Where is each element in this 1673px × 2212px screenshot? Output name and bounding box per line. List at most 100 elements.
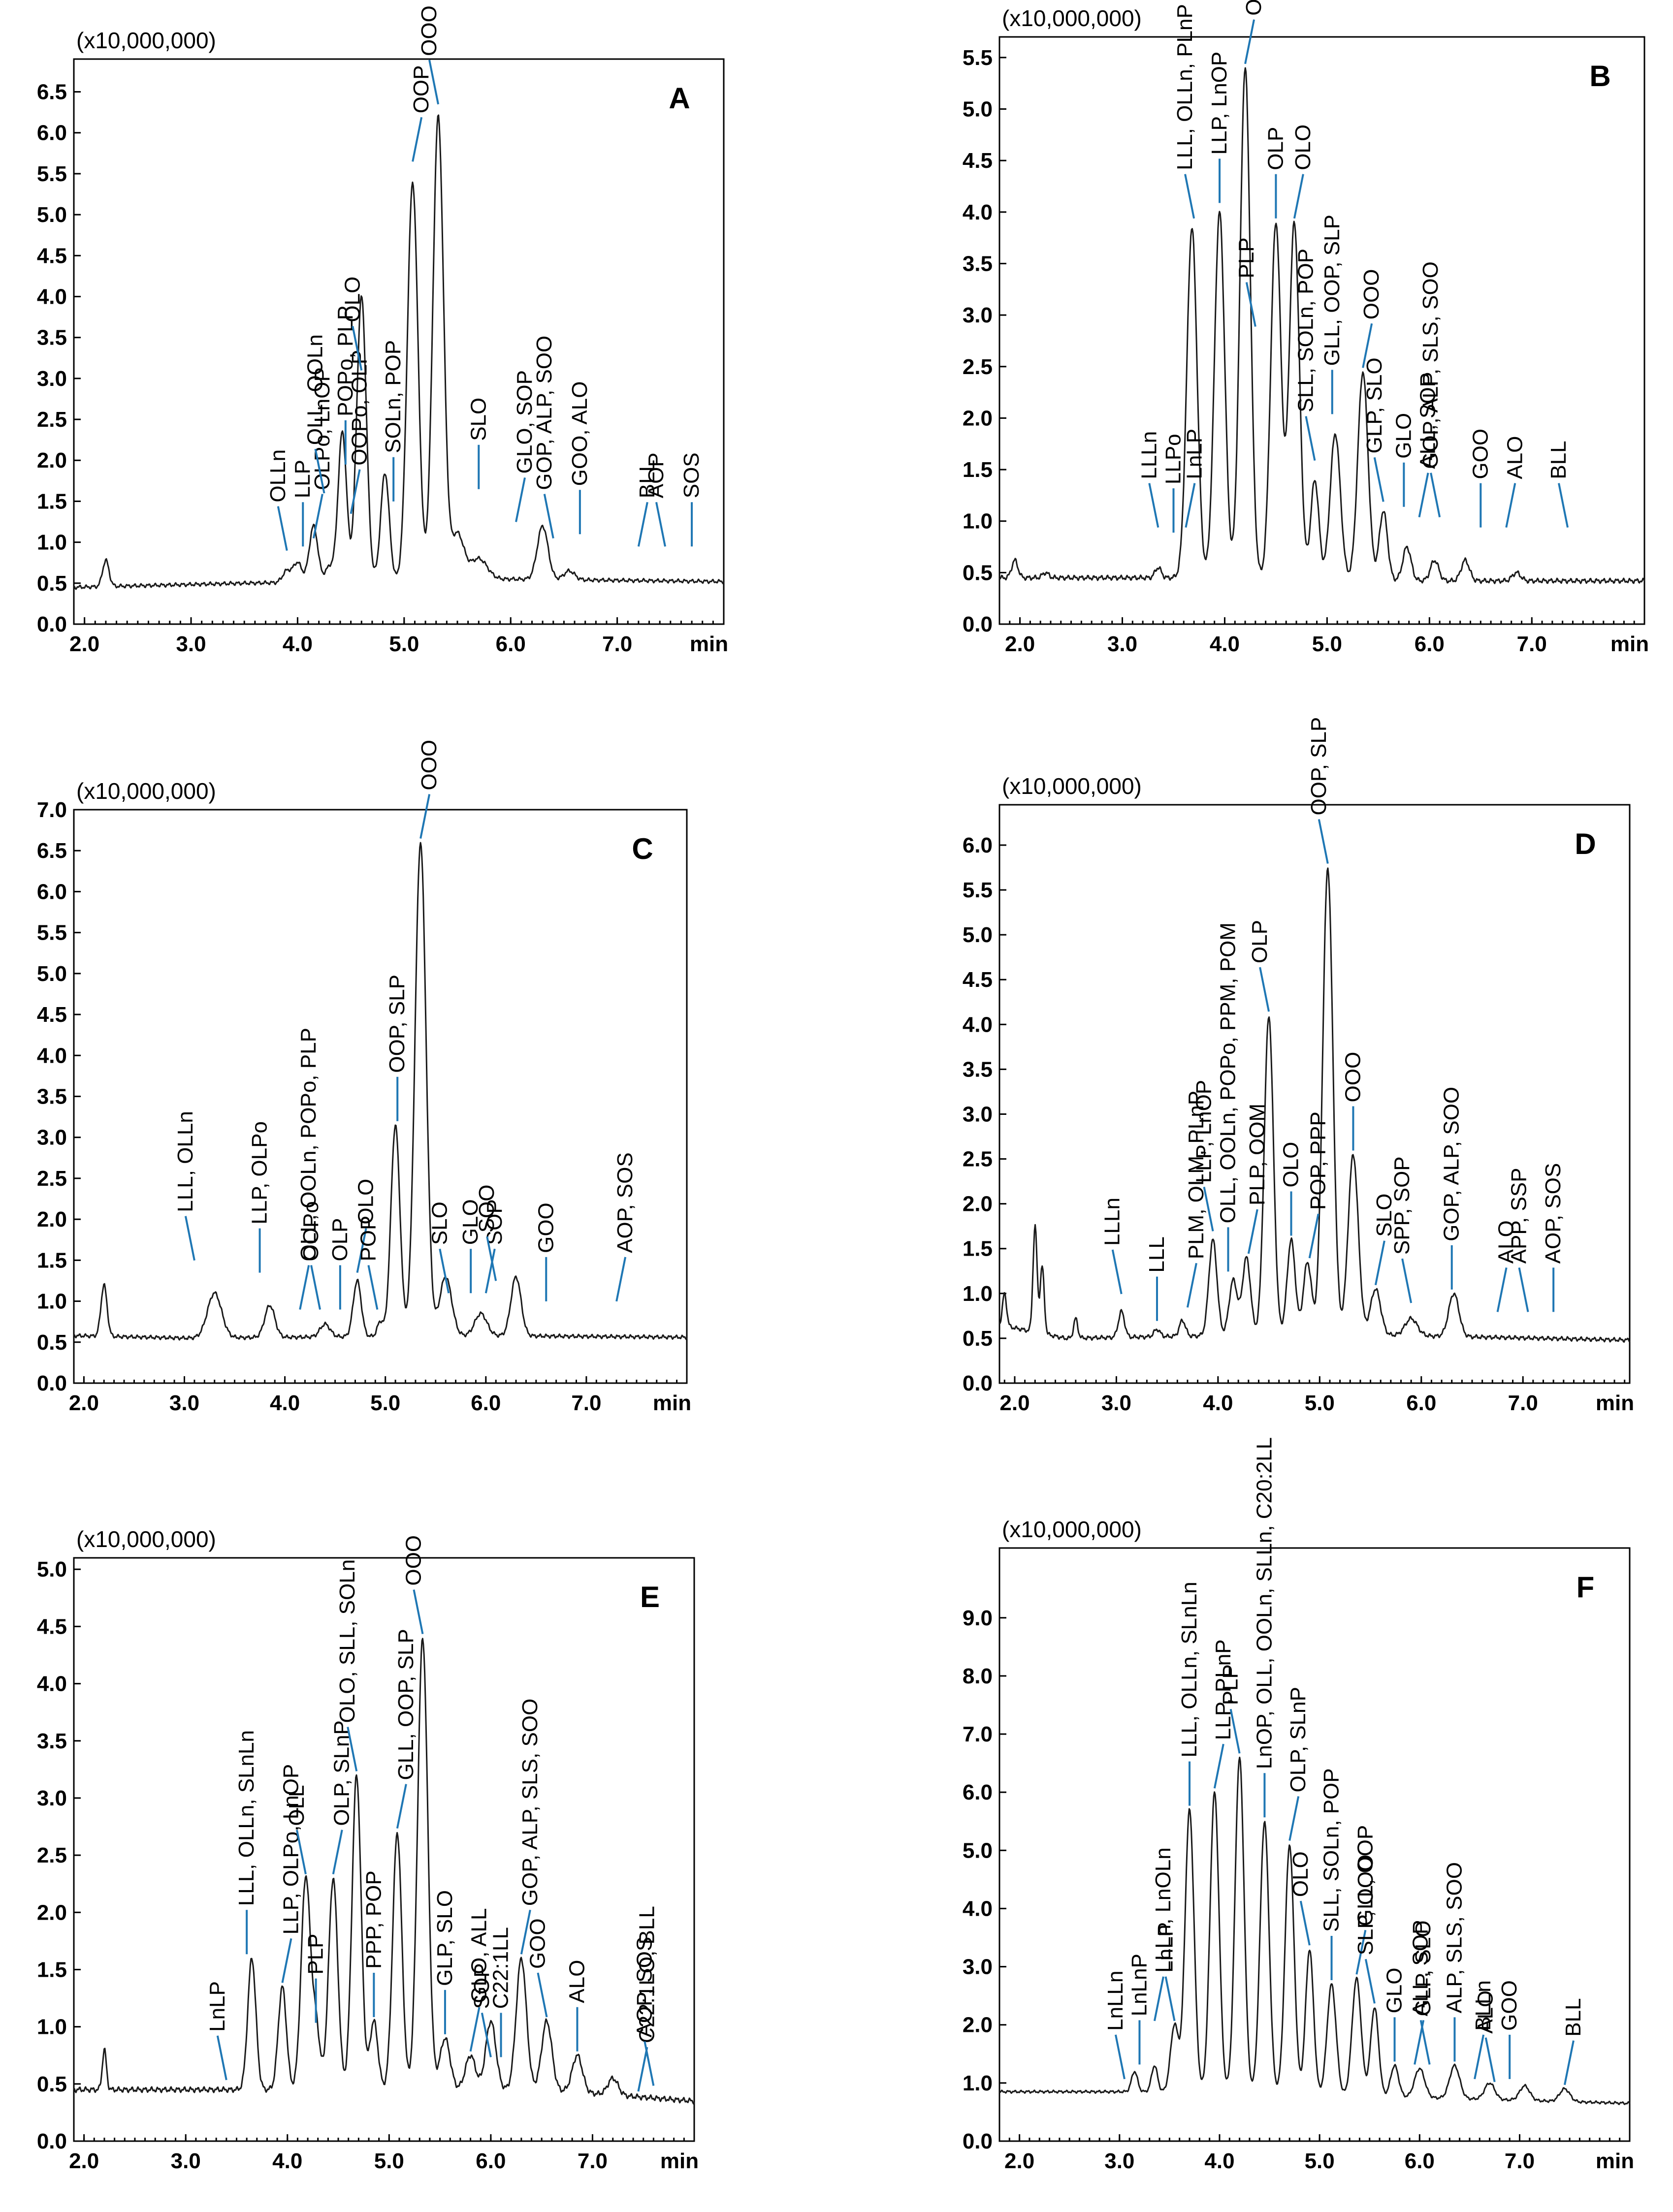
y-tick-label: 3.0 <box>963 303 993 327</box>
peak-annotation: OLL, OOLn, POPo, PPM, POM <box>1216 922 1240 1223</box>
peak-annotation: GLL, OOP <box>1353 1825 1377 1926</box>
peak-annotation: PLP <box>1219 1664 1243 1705</box>
plot-frame <box>998 36 1645 625</box>
peak-leader-line <box>1288 1796 1300 1841</box>
peak-annotation: GLO <box>1383 1967 1407 2013</box>
peak-leader-line <box>637 2047 648 2092</box>
panel-label: C <box>632 832 653 865</box>
chromatogram-panel-f: (x10,000,000) F 0.0 1.0 2.0 3.0 4.0 5.0 6.0 7.0 8.… <box>963 1437 1634 2173</box>
peak-annotation: C22:1LL <box>489 1927 513 2009</box>
x-tick-label: 3.0 <box>169 1391 199 1415</box>
chromatogram-trace <box>999 1756 1631 2105</box>
x-tick-label: 6.0 <box>471 1391 501 1415</box>
peak-annotation: LLP, LnOP <box>1207 52 1231 155</box>
peak-annotation: OLO <box>354 1179 378 1225</box>
peak-annotation: GOO <box>525 1918 549 1969</box>
y-tick-label: 0.5 <box>37 1330 67 1355</box>
peak-leader-line <box>1373 457 1384 502</box>
peak-leader-line <box>412 117 423 162</box>
peak-leader-line <box>520 1909 531 1955</box>
peak-annotation: LLP, LnOP <box>1192 1080 1216 1183</box>
peak-annotation: PLP <box>1234 237 1258 278</box>
y-tick-label: 3.0 <box>37 1786 67 1810</box>
peak-leader-line <box>1430 473 1441 518</box>
peak-leader-line <box>1148 483 1159 528</box>
y-tick-label: 6.0 <box>963 1780 993 1804</box>
peak-annotation: GLP, SLO <box>433 1890 457 1986</box>
chromatogram-panel-d: (x10,000,000) D 0.0 0.5 1.0 1.5 2.0 2.5 3.0 3.5 4.… <box>963 717 1634 1415</box>
peak-annotation: LLL, OLLn, PLnP <box>1173 4 1197 170</box>
y-scale-label: (x10,000,000) <box>1002 5 1142 31</box>
y-tick-label: 6.0 <box>963 833 993 857</box>
peak-leader-line <box>350 469 361 514</box>
x-tick-label: 2.0 <box>69 2149 99 2173</box>
chromatogram-panel-b: (x10,000,000) B 0.0 0.5 1.0 1.5 2.0 2.5 3.0 3.5 4.… <box>963 0 1649 656</box>
peak-annotation: GOP, ALP, SOO <box>532 336 556 490</box>
peak-annotation: LLL, OLLn <box>173 1111 197 1212</box>
peak-leader-line <box>469 2007 481 2052</box>
panel-label: E <box>640 1580 660 1613</box>
x-axis-unit: min <box>660 2149 699 2173</box>
peak-annotation: ALP, SLS, SOO <box>1442 1862 1466 2013</box>
y-tick-label: 1.5 <box>963 1237 993 1261</box>
peak-annotation: OLO, SLL, SOLn <box>335 1559 359 1723</box>
peak-leader-line <box>1244 19 1255 64</box>
peak-leader-line <box>1213 1743 1224 1789</box>
y-tick-label: 9.0 <box>963 1606 993 1630</box>
y-tick-label: 3.5 <box>37 1085 67 1109</box>
panel-label: A <box>669 82 690 115</box>
y-tick-label: 0.0 <box>963 612 993 636</box>
peak-leader-line <box>1308 1213 1319 1259</box>
peak-leader-line <box>1563 2040 1575 2086</box>
y-scale-label: (x10,000,000) <box>1002 773 1142 799</box>
peak-leader-line <box>1299 1900 1311 1946</box>
peak-leader-line <box>481 2012 492 2057</box>
plot-frame <box>73 1557 695 2142</box>
y-tick-label: 2.0 <box>963 1192 993 1216</box>
peak-leader-line <box>1229 1708 1241 1754</box>
plot-frame <box>73 809 688 1384</box>
y-tick-label: 3.0 <box>963 1102 993 1126</box>
x-tick-label: 7.0 <box>1517 632 1547 656</box>
peak-annotation: ALO <box>1503 436 1527 479</box>
peak-annotation: OOPo <box>299 1201 323 1261</box>
peak-leader-line <box>216 2035 227 2081</box>
y-tick-label: 2.0 <box>37 1900 67 1925</box>
x-tick-label: 5.0 <box>1305 1391 1335 1415</box>
peak-leader-line <box>332 1830 343 1874</box>
y-tick-label: 5.0 <box>963 97 993 122</box>
peak-leader-line <box>1185 483 1196 528</box>
peak-leader-line <box>310 1265 322 1310</box>
peak-leader-line <box>314 448 325 494</box>
y-tick-label: 6.0 <box>37 880 67 904</box>
peak-annotation: ALO <box>1494 1220 1518 1264</box>
y-tick-label: 2.5 <box>37 1843 67 1867</box>
peak-annotation: GOO <box>534 1202 558 1253</box>
x-axis-unit: min <box>1596 2149 1634 2173</box>
peak-leader-line <box>643 2041 655 2086</box>
chromatogram-trace <box>999 67 1645 584</box>
peak-annotation: SOS <box>679 452 704 498</box>
x-tick-label: 5.0 <box>374 2149 404 2173</box>
peak-leader-line <box>1362 323 1373 368</box>
x-tick-label: 2.0 <box>999 1391 1030 1415</box>
peak-leader-line <box>543 494 554 539</box>
y-tick-label: 3.5 <box>37 326 67 350</box>
peak-annotation: LLP, PLnP <box>1211 1639 1235 1740</box>
peak-annotation: BLL <box>1546 441 1571 479</box>
peak-leader-line <box>1293 174 1304 219</box>
peak-leader-line <box>1115 2034 1126 2080</box>
peak-annotation: ALO <box>1474 1991 1498 2034</box>
x-tick-label: 3.0 <box>1101 1391 1131 1415</box>
y-tick-label: 1.0 <box>963 1282 993 1306</box>
y-scale-label: (x10,000,000) <box>1002 1517 1142 1542</box>
peak-annotation: GLL, OOP, SLP <box>1320 215 1344 366</box>
peak-annotation: OLL, OOLn, POPo, PLP <box>296 1028 321 1261</box>
peak-annotation: APP, SSP <box>1507 1168 1531 1264</box>
peak-leader-line <box>428 60 440 105</box>
peak-leader-line <box>1247 1209 1258 1254</box>
peak-annotation: AOP <box>644 452 668 498</box>
y-tick-label: 8.0 <box>963 1664 993 1688</box>
peak-annotation: GLO, SOP <box>513 370 537 474</box>
peak-leader-line <box>484 1248 496 1294</box>
